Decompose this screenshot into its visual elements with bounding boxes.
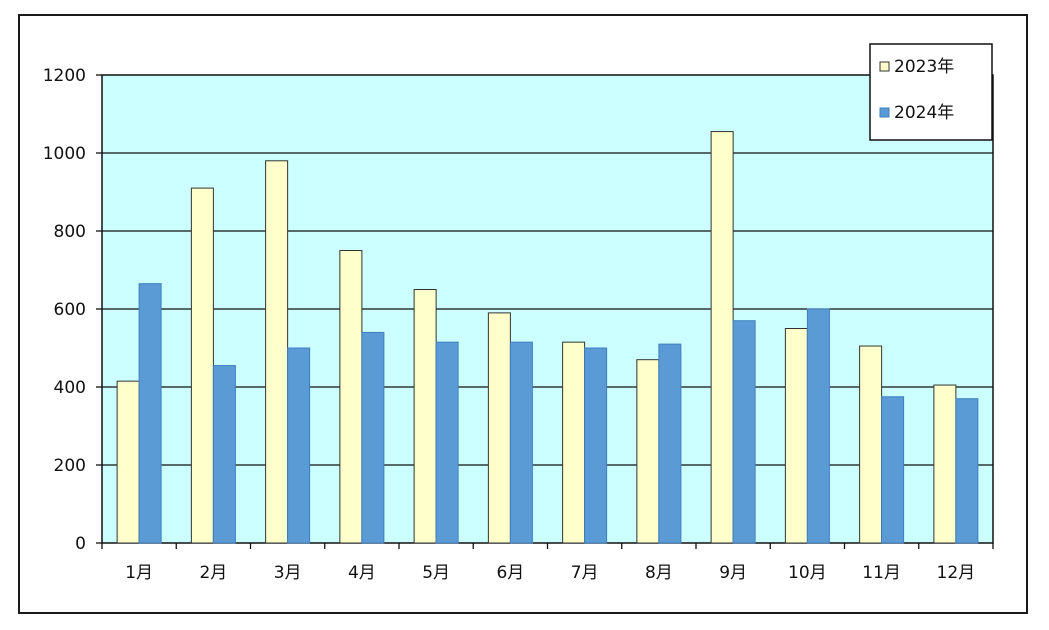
x-tick-label: 4月	[348, 563, 376, 583]
bar-series2	[806, 308, 830, 544]
x-tick-label: 6月	[496, 563, 524, 583]
y-tick-label: 400	[54, 378, 86, 398]
bar-series1	[413, 289, 437, 544]
y-tick-label: 1200	[43, 66, 86, 86]
y-tick-label: 0	[75, 534, 86, 554]
bar-series1	[116, 380, 140, 544]
bar-series1	[636, 359, 660, 544]
x-tick-label: 8月	[645, 563, 673, 583]
x-tick-label: 3月	[274, 563, 302, 583]
legend-label: 2024年	[894, 103, 954, 123]
x-tick-label: 11月	[862, 563, 901, 583]
bar-series2	[212, 365, 236, 544]
bar-series2	[509, 341, 533, 544]
x-tick-label: 2月	[199, 563, 227, 583]
y-tick-label: 800	[54, 222, 86, 242]
bar-series2	[138, 283, 162, 544]
legend-swatch	[879, 61, 890, 72]
x-tick-label: 9月	[719, 563, 747, 583]
x-tick-label: 5月	[422, 563, 450, 583]
y-tick-label: 200	[54, 456, 86, 476]
bar-series1	[190, 187, 214, 544]
legend-box	[869, 43, 993, 141]
bar-series2	[658, 343, 682, 544]
bar-series1	[710, 131, 734, 544]
bar-series1	[859, 345, 883, 544]
bar-series1	[339, 250, 363, 544]
x-tick-label: 7月	[571, 563, 599, 583]
legend-swatch	[879, 107, 890, 118]
bar-series2	[361, 331, 385, 544]
gridlines	[102, 152, 993, 466]
bar-series2	[435, 341, 459, 544]
x-tick-label: 1月	[125, 563, 153, 583]
bar-series2	[881, 396, 905, 544]
bar-series1	[487, 312, 511, 544]
bar-series1	[562, 341, 586, 544]
bar-series2	[955, 398, 979, 544]
bar-series1	[784, 328, 808, 544]
legend: 2023年 2024年	[869, 43, 993, 141]
bars	[116, 131, 979, 544]
x-tick-label: 10月	[788, 563, 827, 583]
y-tick-label: 1000	[43, 144, 86, 164]
legend-label: 2023年	[894, 57, 954, 77]
y-tick-label: 600	[54, 300, 86, 320]
y-axis: 0 200 400 600 800 1000 1200	[43, 66, 102, 554]
bar-series2	[584, 347, 608, 544]
x-axis: 1月 2月 3月 4月 5月 6月 7月 8月 9月 10月 11月 12月	[101, 543, 994, 583]
bar-series1	[265, 160, 289, 544]
bar-series1	[933, 384, 957, 544]
x-tick-label: 12月	[937, 563, 976, 583]
bar-series2	[287, 347, 311, 544]
bar-series2	[732, 320, 756, 544]
